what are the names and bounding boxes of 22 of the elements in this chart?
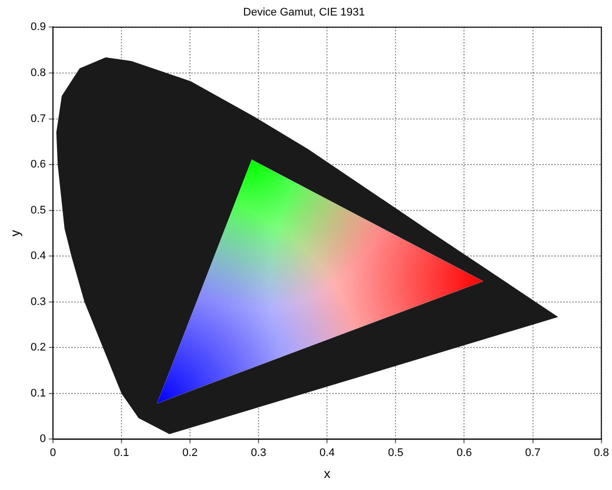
x-axis-title: x	[324, 466, 331, 481]
y-tick-label: 0.8	[30, 67, 46, 80]
y-tick-label: 0	[40, 433, 46, 446]
chart-title: Device Gamut, CIE 1931	[243, 6, 365, 19]
x-tick-label: 0.3	[250, 446, 266, 459]
y-tick-label: 0.9	[30, 21, 46, 34]
y-tick-label: 0.5	[30, 204, 46, 216]
x-tick-label: 0.8	[594, 446, 610, 459]
y-axis-title: y	[7, 229, 22, 236]
x-tick-label: 0.6	[456, 446, 472, 459]
y-tick-label: 0.2	[30, 342, 46, 354]
y-tick-label: 0.4	[30, 250, 46, 262]
x-tick-label: 0.2	[182, 446, 198, 459]
y-tick-label: 0.1	[30, 387, 46, 400]
x-tick-label: 0.7	[525, 446, 540, 459]
y-tick-label: 0.7	[30, 112, 46, 125]
x-tick-label: 0.1	[114, 446, 130, 459]
x-tick-label: 0	[50, 446, 56, 459]
x-tick-label: 0.5	[388, 446, 404, 459]
y-tick-label: 0.3	[30, 296, 46, 308]
x-tick-label: 0.4	[319, 446, 335, 459]
y-tick-label: 0.6	[30, 158, 46, 171]
